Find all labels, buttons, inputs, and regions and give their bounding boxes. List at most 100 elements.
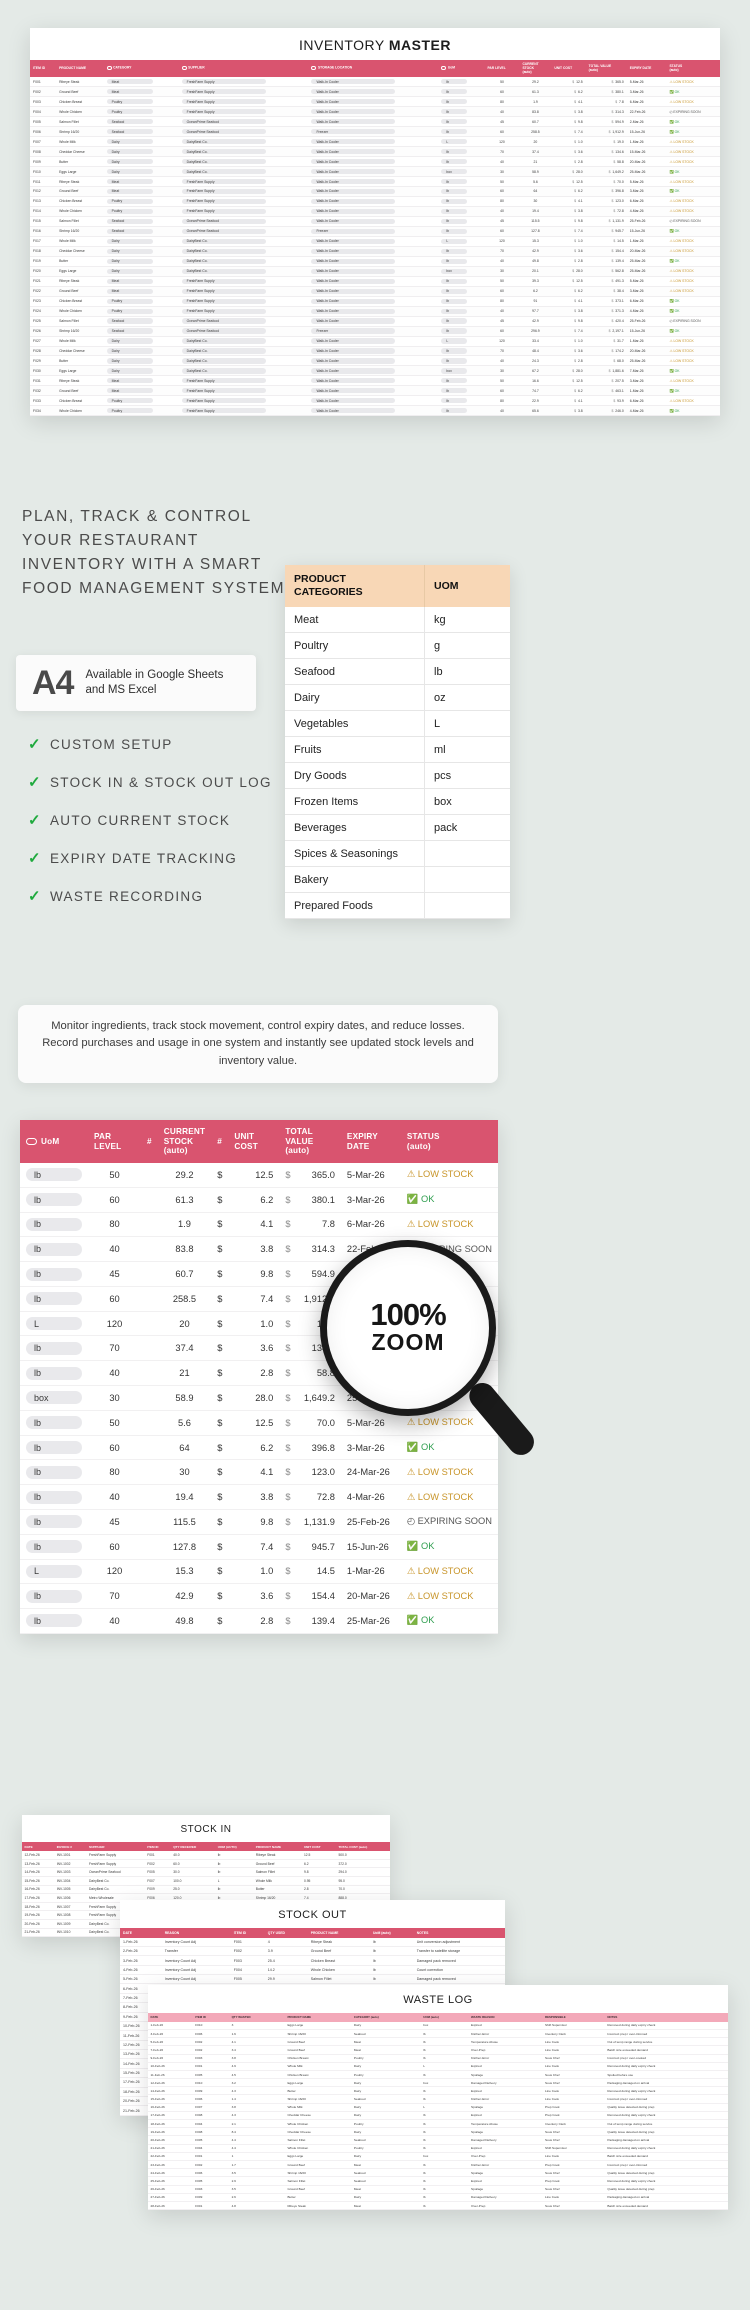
cell-category[interactable]: Seafood [103,226,179,237]
column-header[interactable]: RESPONSIBLE [542,2013,605,2022]
table-row[interactable]: F001 Ribeye Steak Meat FreshFarm Supply Walk… [30,77,720,88]
table-row[interactable]: 12-Feb-26 F010 3.2 Eggs Large Dairy box Damage… [148,2078,728,2088]
cell-storage[interactable]: Walk-In Cooler [308,256,439,267]
cell-storage[interactable]: Walk-In Cooler [308,296,439,307]
cell-category[interactable]: Seafood [103,126,179,138]
cell-uom[interactable]: lb [438,346,485,357]
table-row[interactable]: lb 60 127.8 $7.4 $945.7 15-Jun-26 ✅ OK [20,1534,498,1560]
cell-category[interactable]: Seafood [103,316,179,327]
table-row[interactable]: lb 80 30 $4.1 $123.0 24-Mar-26 ⚠ LOW STOCK [20,1459,498,1486]
table-row[interactable]: F004 Whole Chicken Poultry FreshFarm Supply… [30,106,720,118]
cell-storage[interactable]: Freezer [308,326,439,337]
cell-uom[interactable]: lb [438,86,485,98]
cell-supplier[interactable]: FreshFarm Supply [178,186,309,197]
cell-uom[interactable]: lb [438,146,485,158]
cell-category[interactable]: Meat [103,276,179,287]
table-row[interactable]: 2-Feb-26 Transfer F002 3.9 Ground Beef lb Tran… [120,1946,505,1957]
cell-uom[interactable]: L [438,336,485,347]
cell-storage[interactable]: Walk-In Cooler [308,166,439,178]
cell-uom[interactable]: lb [438,316,485,327]
cell-uom[interactable]: lb [20,1212,88,1238]
cell-storage[interactable]: Walk-In Cooler [308,136,439,148]
cell-storage[interactable]: Walk-In Cooler [308,106,439,118]
cell-category[interactable]: Dairy [103,246,179,257]
cell-uom[interactable]: lb [438,395,485,407]
column-header[interactable]: QTY WASTED [229,2013,285,2022]
column-header[interactable]: UOM (auto) [420,2013,469,2022]
column-header[interactable]: QTY RECEIVED [170,1842,216,1852]
cell-category[interactable]: Dairy [103,365,179,377]
cell-supplier[interactable]: DairyBest Co. [178,156,309,168]
col-total-value[interactable]: TOTAL VALUE (auto) [585,60,627,78]
table-row[interactable]: F033 Chicken Breast Poultry FreshFarm Suppl… [30,395,720,407]
table-row[interactable]: 28-Feb-26 F001 4.8 Ribeye Steak Meat lb Over-P… [148,2201,728,2211]
cell-supplier[interactable]: OceanPrime Seafood [178,316,309,327]
cell-uom[interactable]: lb [438,286,485,297]
cell-supplier[interactable]: FreshFarm Supply [178,306,309,317]
table-row[interactable]: 14-Feb-26 F009 4.3 Butter Dairy lb Expired Line… [148,2086,728,2096]
list-item[interactable]: Prepared Foods [285,892,510,920]
table-row[interactable]: F007 Whole Milk Dairy DairyBest Co. Walk-In … [30,136,720,148]
cell-storage[interactable]: Walk-In Cooler [308,306,439,317]
cell-storage[interactable]: Walk-In Cooler [308,176,439,187]
table-row[interactable]: lb 60 61.3 $6.2 $380.1 3-Mar-26 ✅ OK [20,1187,498,1213]
cell-uom[interactable]: lb [438,385,485,397]
table-row[interactable]: 22-Feb-26 F001 1 Eggs Large Dairy box Over-Pre… [148,2152,728,2161]
cell-storage[interactable]: Walk-In Cooler [308,77,439,88]
cell-uom[interactable]: lb [20,1459,88,1486]
cell-uom[interactable]: lb [20,1583,88,1610]
table-row[interactable]: F017 Whole Milk Dairy DairyBest Co. Walk-In … [30,236,720,247]
table-row[interactable]: F034 Whole Chicken Poultry FreshFarm Supply… [30,405,720,417]
cell-category[interactable]: Seafood [103,326,179,337]
cell-supplier[interactable]: OceanPrime Seafood [178,216,309,227]
table-row[interactable]: 12-Feb-26 INV-1001 FreshFarm Supply F001 40.… [22,1851,390,1860]
cell-storage[interactable]: Walk-In Cooler [308,365,439,377]
column-header[interactable]: QTY USED [264,1928,308,1938]
col-product-name[interactable]: PRODUCT NAME [56,60,104,78]
table-row[interactable]: F020 Eggs Large Dairy DairyBest Co. Walk-In … [30,266,720,277]
cell-uom[interactable]: lb [438,196,485,207]
cell-storage[interactable]: Walk-In Cooler [308,405,439,417]
table-row[interactable]: 17-Feb-26 INV-1006 Metro Wholesale F006 120.… [22,1893,390,1903]
table-row[interactable]: F013 Chicken Breast Poultry FreshFarm Suppl… [30,196,720,207]
cell-uom[interactable]: lb [438,106,485,118]
list-item[interactable]: Dairy oz [285,684,510,712]
cell-uom[interactable]: lb [438,405,485,417]
column-header[interactable]: NOTES [604,2013,728,2022]
table-row[interactable]: 20-Feb-26 F005 4.4 Salmon Fillet Seafood lb Da… [148,2135,728,2145]
cell-category[interactable]: Poultry [103,106,179,118]
col-current-stock[interactable]: CURRENT STOCK (auto) [519,60,552,78]
cell-uom[interactable]: box [20,1385,88,1411]
cell-supplier[interactable]: DairyBest Co. [178,236,309,247]
cell-uom[interactable]: lb [20,1163,88,1188]
cell-uom[interactable]: lb [438,156,485,168]
table-row[interactable]: F006 Shrimp 16/20 Seafood OceanPrime Seafoo… [30,126,720,138]
cell-storage[interactable]: Walk-In Cooler [308,196,439,207]
table-row[interactable]: 3-Feb-26 Inventory Count Adj F003 25.4 Chick… [120,1955,505,1966]
cell-uom[interactable]: lb [20,1534,88,1560]
column-header[interactable]: INVOICE # [54,1842,87,1852]
table-row[interactable]: lb 80 1.9 $4.1 $7.8 6-Mar-26 ⚠ LOW STOCK [20,1212,498,1238]
cell-category[interactable]: Dairy [103,146,179,158]
cell-category[interactable]: Poultry [103,96,179,108]
table-row[interactable]: 3-Feb-26 F006 1.6 Shrimp 16/20 Seafood lb Kitc… [148,2029,728,2039]
cell-supplier[interactable]: OceanPrime Seafood [178,116,309,128]
cell-category[interactable]: Meat [103,77,179,88]
cell-supplier[interactable]: OceanPrime Seafood [178,326,309,337]
table-row[interactable]: 1-Feb-26 Inventory Count Adj F001 4 Ribeye S… [120,1937,505,1947]
cell-storage[interactable]: Walk-In Cooler [308,266,439,277]
cell-storage[interactable]: Walk-In Cooler [308,146,439,158]
cell-storage[interactable]: Freezer [308,226,439,237]
list-item[interactable]: Seafood lb [285,658,510,686]
table-row[interactable]: F008 Cheddar Cheese Dairy DairyBest Co. Walk… [30,146,720,158]
cell-storage[interactable]: Walk-In Cooler [308,336,439,347]
cell-supplier[interactable]: DairyBest Co. [178,136,309,148]
cell-uom[interactable]: lb [438,126,485,138]
col-supplier[interactable]: SUPPLIER [178,60,309,78]
cell-supplier[interactable]: FreshFarm Supply [178,395,309,407]
cell-uom[interactable]: lb [438,246,485,257]
zcol-status[interactable]: STATUS (auto) [400,1120,498,1164]
table-row[interactable]: 15-Feb-26 INV-1004 DairyBest Co. F007 100.0 L… [22,1876,390,1886]
cell-category[interactable]: Meat [103,176,179,187]
